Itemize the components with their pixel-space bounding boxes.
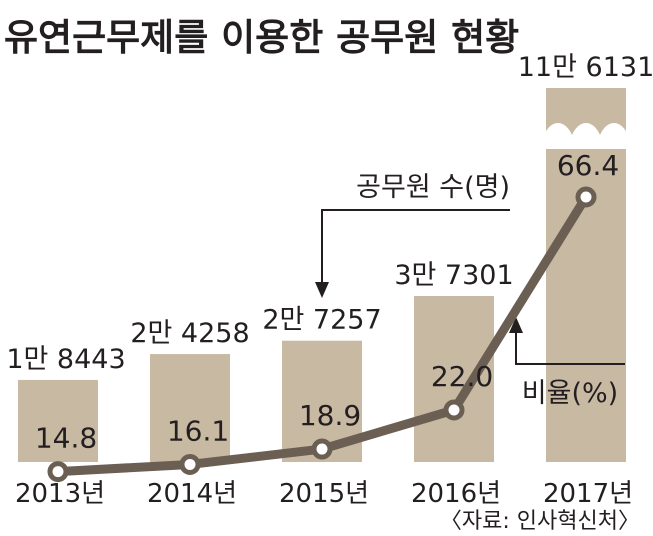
annotation-layer: [315, 209, 625, 365]
x-tick-label: 2016년: [411, 479, 501, 509]
source-note: 〈자료: 인사혁신처〉: [440, 509, 640, 534]
x-tick-label: 2013년: [15, 479, 105, 509]
bar-1: [18, 379, 98, 462]
bar-value-label: 2만 7257: [262, 305, 381, 336]
legend-line: 비율(%): [522, 378, 618, 409]
legend-bars-arrowhead: [315, 282, 329, 298]
ratio-value-label: 22.0: [431, 360, 493, 393]
legend-bars: 공무원 수(명): [356, 172, 510, 203]
legend-bars-leader: [321, 209, 510, 285]
ratio-point: [575, 186, 597, 208]
bar-value-label: 3만 7301: [394, 260, 513, 291]
bar-value-label: 11만 6131: [518, 52, 653, 83]
bar-value-label: 2만 4258: [130, 318, 249, 349]
ratio-point: [179, 453, 201, 475]
ratio-value-label: 14.8: [35, 422, 97, 455]
bar-2: [150, 354, 230, 462]
legend-line-arrowhead: [509, 317, 523, 333]
x-tick-label: 2015년: [279, 479, 369, 509]
x-tick-label: 2014년: [147, 479, 237, 509]
bar-4: [414, 296, 494, 462]
x-tick-label: 2017년: [543, 479, 633, 509]
ratio-value-label: 18.9: [299, 399, 361, 432]
axis-break-wave: [544, 123, 628, 149]
bars-layer: [18, 88, 628, 462]
ratio-point: [47, 461, 69, 483]
chart-title: 유연근무제를 이용한 공무원 현황: [4, 16, 519, 59]
bar-value-label: 1만 8443: [6, 344, 125, 375]
ratio-point: [443, 399, 465, 421]
ratio-value-label: 66.4: [557, 149, 619, 182]
bar-5: [546, 88, 626, 462]
ratio-value-label: 16.1: [167, 414, 229, 447]
legend-line-leader: [515, 330, 625, 365]
line-layer: [47, 186, 597, 483]
ratio-point: [311, 438, 333, 460]
